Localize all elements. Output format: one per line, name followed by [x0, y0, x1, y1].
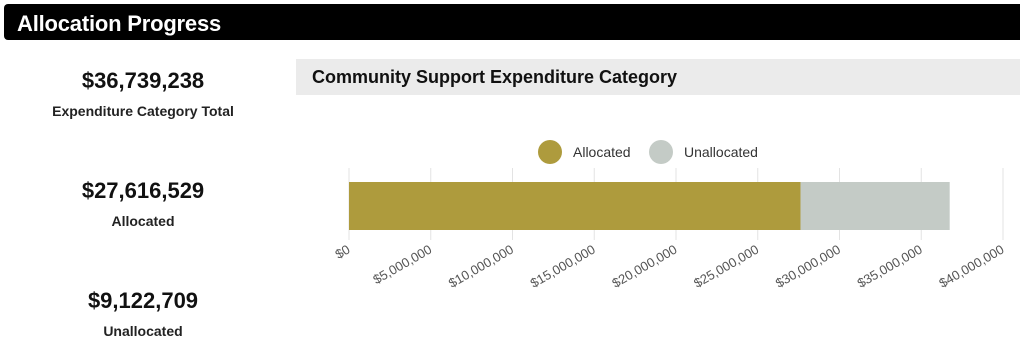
bar-unallocated	[800, 182, 950, 230]
legend-swatch-allocated	[538, 140, 562, 164]
legend-swatch-unallocated	[649, 140, 673, 164]
stat-allocated: $27,616,529 Allocated	[18, 178, 268, 229]
stat-unallocated: $9,122,709 Unallocated	[18, 288, 268, 339]
stat-total: $36,739,238 Expenditure Category Total	[18, 68, 268, 119]
x-tick-label: $40,000,000	[936, 242, 1006, 291]
x-tick-label: $10,000,000	[446, 242, 516, 291]
legend-label-unallocated: Unallocated	[684, 144, 758, 160]
x-tick-label: $30,000,000	[773, 242, 843, 291]
x-tick-label: $35,000,000	[855, 242, 925, 291]
stat-allocated-label: Allocated	[111, 213, 175, 229]
stat-unallocated-value: $9,122,709	[87, 288, 199, 313]
stat-total-value: $36,739,238	[81, 68, 205, 93]
chart-title: Community Support Expenditure Category	[312, 67, 678, 87]
page-title: Allocation Progress	[17, 11, 222, 36]
stat-allocated-value: $27,616,529	[81, 178, 205, 203]
x-tick-label: $5,000,000	[370, 242, 434, 288]
x-tick-label: $25,000,000	[691, 242, 761, 291]
header-bar: Allocation Progress	[4, 4, 1020, 40]
legend-label-allocated: Allocated	[573, 144, 631, 160]
chart-title-bar: Community Support Expenditure Category	[296, 59, 1020, 95]
bar-allocated	[349, 182, 801, 230]
x-tick-label: $0	[332, 242, 352, 262]
stat-total-label: Expenditure Category Total	[52, 103, 234, 119]
x-tick-label: $15,000,000	[528, 242, 598, 291]
stat-unallocated-label: Unallocated	[103, 323, 183, 339]
x-tick-label: $20,000,000	[609, 242, 679, 291]
